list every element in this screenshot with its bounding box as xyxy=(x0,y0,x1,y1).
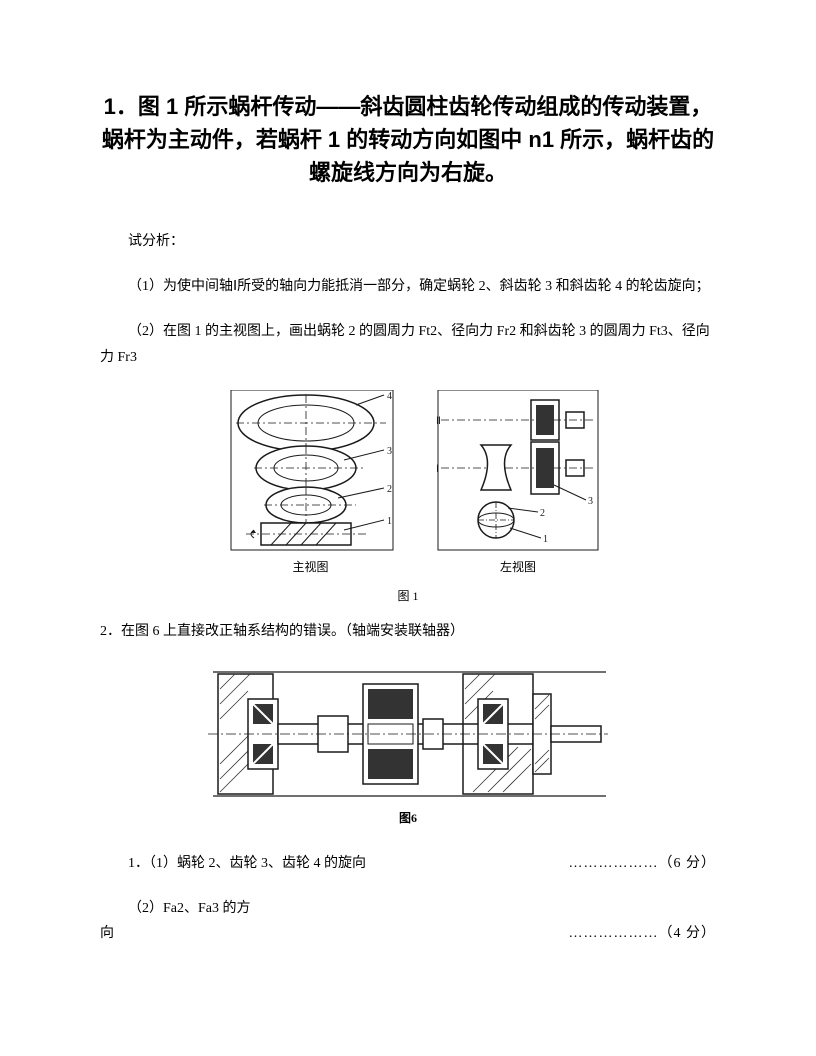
question-1-part-2: （2）在图 1 的主视图上，画出蜗轮 2 的圆周力 Ft2、径向力 Fr2 和斜… xyxy=(100,319,716,369)
svg-text:1: 1 xyxy=(387,516,392,527)
question-2: 2．在图 6 上直接改正轴系结构的错误。（轴端安装联轴器） xyxy=(100,619,716,644)
analysis-label: 试分析： xyxy=(100,229,716,254)
figure-1-side-view-icon: Ⅱ Ⅰ 3 1 xyxy=(436,390,601,555)
page-title: 1．图 1 所示蜗杆传动——斜齿圆柱齿轮传动组成的传动装置，蜗杆为主动件，若蜗杆… xyxy=(100,90,716,189)
figure-1-label: 图 1 xyxy=(100,587,716,604)
answer-1-points: ………………（6 分） xyxy=(569,851,717,876)
question-1-part-1: （1）为使中间轴Ⅰ所受的轴向力能抵消一部分，确定蜗轮 2、斜齿轮 3 和斜齿轮 … xyxy=(100,274,716,299)
figure-1-front-view-icon: 4 3 2 1 xyxy=(216,390,406,555)
answer-2-suffix: 向 xyxy=(100,921,114,946)
svg-text:2: 2 xyxy=(387,484,392,495)
figure-1-right-caption: 左视图 xyxy=(500,558,536,575)
figure-1-left-caption: 主视图 xyxy=(292,558,328,575)
figure-6-container xyxy=(100,664,716,804)
svg-text:3: 3 xyxy=(387,446,392,457)
figure-1-container: 4 3 2 1 xyxy=(100,390,716,575)
svg-text:4: 4 xyxy=(387,391,392,402)
figure-1-left: 4 3 2 1 xyxy=(216,390,406,575)
answer-2-points: ………………（4 分） xyxy=(569,921,717,946)
answer-1: 1．（1）蜗轮 2、齿轮 3、齿轮 4 的旋向 ………………（6 分） xyxy=(100,851,716,876)
figure-6-shaft-structure-icon xyxy=(208,664,608,804)
svg-text:Ⅰ: Ⅰ xyxy=(436,464,439,475)
answer-2: 向 ………………（4 分） xyxy=(100,921,716,946)
figure-1-right: Ⅱ Ⅰ 3 1 xyxy=(436,390,601,575)
figure-6-label: 图6 xyxy=(100,809,716,826)
svg-text:3: 3 xyxy=(588,496,593,507)
svg-text:1: 1 xyxy=(543,534,548,545)
answer-1-label: 1．（1）蜗轮 2、齿轮 3、齿轮 4 的旋向 xyxy=(100,851,366,876)
svg-text:2: 2 xyxy=(540,508,545,519)
answer-2-prefix: （2）Fa2、Fa3 的方 xyxy=(100,896,716,921)
